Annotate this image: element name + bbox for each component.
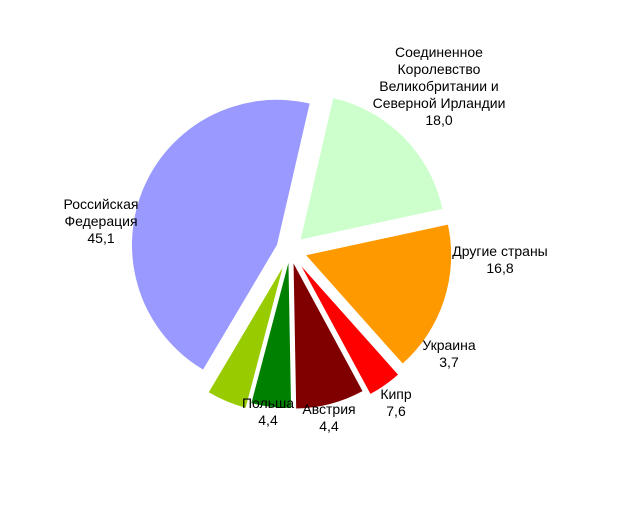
pie-slice-0 [300,98,443,240]
pie-slices [131,98,452,409]
pie-slice-5 [208,267,283,408]
pie-slice-3 [293,263,363,409]
slice-name-0-line-0: Соединенное [395,44,483,60]
slice-label-5: Польша 4,4 [242,395,294,428]
slice-name-0-line-1: Королевство [398,61,481,77]
pie-slice-2 [301,266,398,394]
slice-value-5: 4,4 [258,412,278,428]
slice-label-2: Украина 3,7 [422,337,476,370]
slice-label-6: Российская Федерация 45,1 [64,196,139,246]
slice-name-6-line-0: Российская [64,196,139,212]
slice-name-0-line-2: Великобритании и [379,78,498,94]
slice-label-4: Австрия 4,4 [302,401,355,434]
slice-name-1-line-0: Другие страны [452,243,548,259]
slice-name-2-line-0: Украина [422,337,476,353]
pie-labels: Соединенное Королевство Великобритании и Се… [64,44,548,434]
slice-value-1: 16,8 [486,260,513,276]
slice-name-4-line-0: Австрия [302,401,355,417]
slice-value-0: 18,0 [425,112,452,128]
slice-name-3-line-0: Кипр [380,386,412,402]
pie-slice-6 [131,99,310,370]
slice-value-4: 4,4 [319,418,339,434]
slice-value-3: 7,6 [386,403,406,419]
pie-slice-4 [251,262,292,408]
slice-label-1: Другие страны 16,8 [452,243,548,276]
slice-value-6: 45,1 [87,230,114,246]
slice-label-3: Кипр 7,6 [380,386,412,419]
pie-slice-1 [306,224,452,364]
slice-name-6-line-1: Федерация [64,213,137,229]
slice-name-5-line-0: Польша [242,395,294,411]
slice-name-0-line-3: Северной Ирландии [373,95,506,111]
slice-value-2: 3,7 [439,354,459,370]
slice-label-0: Соединенное Королевство Великобритании и Се… [373,44,506,128]
